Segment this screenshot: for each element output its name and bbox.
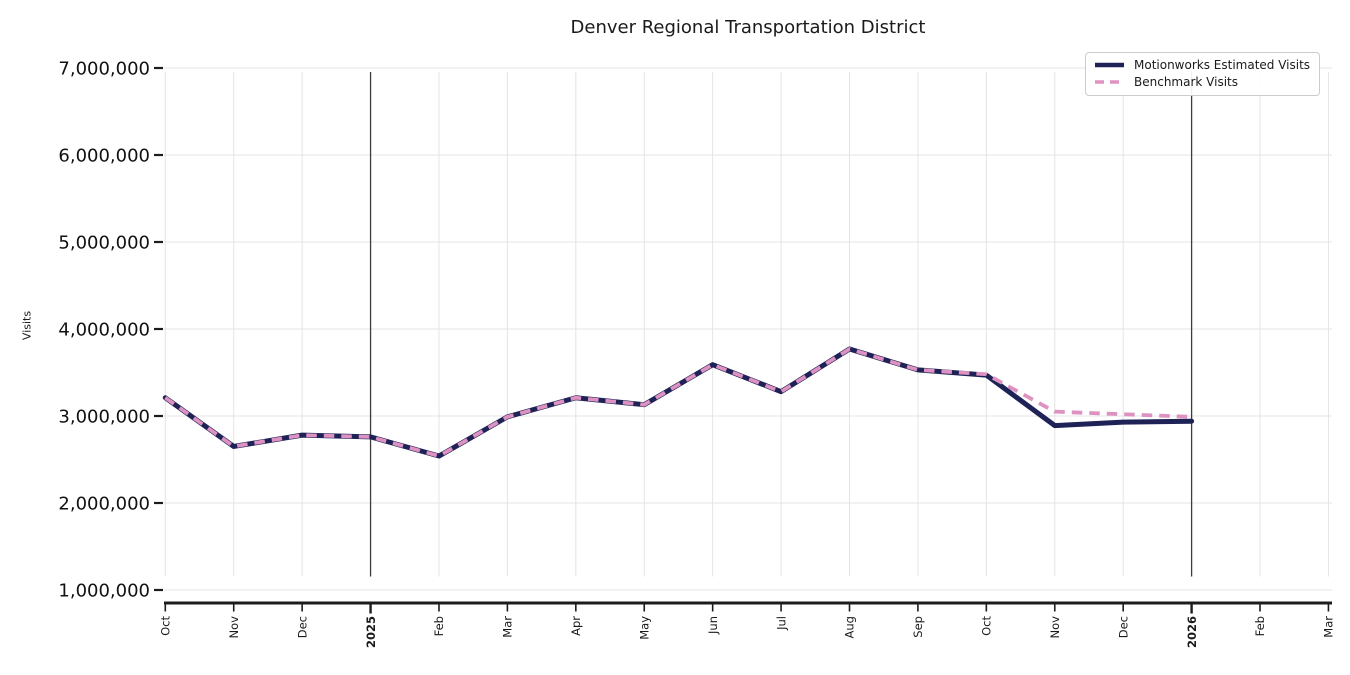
legend-swatch-solid-line xyxy=(1095,62,1124,68)
x-tick-label: Feb xyxy=(1253,616,1267,636)
x-tick-label: 2026 xyxy=(1185,616,1199,648)
x-tick-label: Oct xyxy=(980,616,994,636)
x-tick-label: Dec xyxy=(295,616,309,638)
x-tick-label: May xyxy=(637,616,651,640)
x-tick-label: Sep xyxy=(911,616,925,638)
x-tick-label: Mar xyxy=(501,616,515,638)
legend-item-benchmark: Benchmark Visits xyxy=(1093,75,1310,89)
y-tick-label: 5,000,000 xyxy=(58,233,150,254)
series-line-benchmark-visits xyxy=(164,347,1192,458)
x-tick-label: Apr xyxy=(569,616,583,636)
y-tick-label: 7,000,000 xyxy=(58,59,150,80)
legend-label: Benchmark Visits xyxy=(1134,75,1238,89)
x-tick-label: Jul xyxy=(774,616,788,631)
series-line-motionworks-estimated-visits xyxy=(162,346,1195,459)
y-tick-label: 4,000,000 xyxy=(58,320,150,341)
x-tick-label: Dec xyxy=(1116,616,1130,638)
legend: Motionworks Estimated Visits Benchmark V… xyxy=(1085,52,1321,96)
x-tick-label: Feb xyxy=(432,616,446,636)
y-tick-label: 1,000,000 xyxy=(58,581,150,602)
y-tick-label: 6,000,000 xyxy=(58,146,150,167)
legend-item-motionworks: Motionworks Estimated Visits xyxy=(1093,58,1310,72)
x-tick-label: Mar xyxy=(1322,616,1336,638)
y-tick-label: 2,000,000 xyxy=(58,494,150,515)
legend-label: Motionworks Estimated Visits xyxy=(1134,58,1311,72)
legend-swatch-dashed-line xyxy=(1095,80,1124,84)
x-tick-label: Nov xyxy=(227,616,241,639)
x-tick-label: Jun xyxy=(706,616,720,635)
x-tick-label: Nov xyxy=(1048,616,1062,639)
x-tick-label: Oct xyxy=(159,616,173,636)
x-tick-label: Aug xyxy=(843,616,857,638)
x-tick-label: 2025 xyxy=(364,616,378,648)
y-tick-label: 3,000,000 xyxy=(58,407,150,428)
chart-title: Denver Regional Transportation District xyxy=(570,17,926,38)
